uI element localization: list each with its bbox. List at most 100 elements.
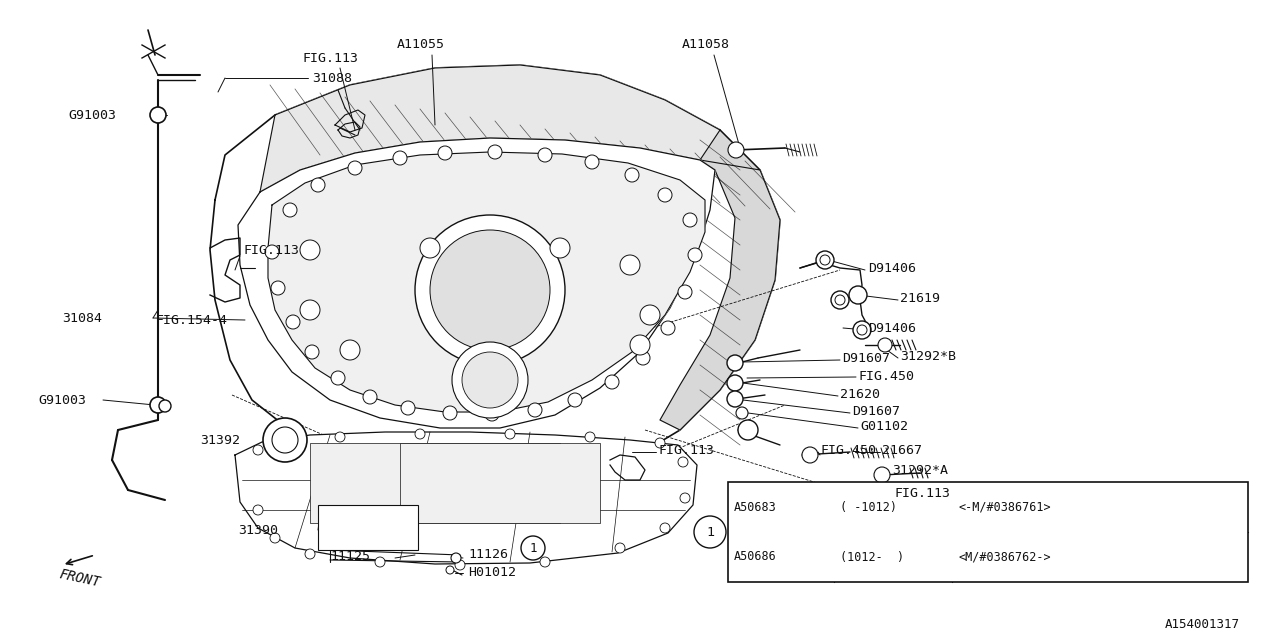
- Circle shape: [835, 295, 845, 305]
- Text: A154001317: A154001317: [1165, 618, 1240, 632]
- Bar: [317, 505, 419, 550]
- Bar: [728, 482, 1248, 582]
- Text: G91003: G91003: [68, 109, 116, 122]
- Circle shape: [625, 168, 639, 182]
- Circle shape: [820, 255, 829, 265]
- Circle shape: [538, 148, 552, 162]
- Circle shape: [605, 375, 620, 389]
- Bar: [310, 443, 561, 523]
- Circle shape: [270, 533, 280, 543]
- Circle shape: [678, 457, 689, 467]
- Text: 31084: 31084: [61, 312, 102, 324]
- Circle shape: [620, 255, 640, 275]
- Circle shape: [150, 397, 166, 413]
- Circle shape: [332, 371, 346, 385]
- Circle shape: [630, 335, 650, 355]
- Circle shape: [858, 325, 867, 335]
- Circle shape: [253, 505, 262, 515]
- Text: 1: 1: [529, 541, 536, 554]
- Polygon shape: [238, 138, 716, 428]
- Text: <M/#0386762->: <M/#0386762->: [957, 550, 1051, 563]
- Bar: [401, 443, 600, 523]
- Text: A50683: A50683: [733, 500, 777, 513]
- Circle shape: [521, 536, 545, 560]
- Text: FIG.113: FIG.113: [658, 444, 714, 456]
- Circle shape: [452, 342, 529, 418]
- Text: FIG.450: FIG.450: [820, 444, 876, 456]
- Circle shape: [585, 155, 599, 169]
- Circle shape: [680, 493, 690, 503]
- Circle shape: [285, 315, 300, 329]
- Circle shape: [658, 188, 672, 202]
- Text: D91607: D91607: [852, 404, 900, 417]
- Circle shape: [485, 407, 499, 421]
- Circle shape: [445, 566, 454, 574]
- Text: 31390: 31390: [238, 524, 278, 536]
- Circle shape: [689, 248, 701, 262]
- Circle shape: [736, 407, 748, 419]
- Circle shape: [870, 487, 886, 503]
- Text: FIG.154-4: FIG.154-4: [155, 314, 227, 326]
- Text: G01102: G01102: [860, 419, 908, 433]
- Circle shape: [585, 432, 595, 442]
- Circle shape: [271, 281, 285, 295]
- Circle shape: [660, 523, 669, 533]
- Text: <-M/#0386761>: <-M/#0386761>: [957, 500, 1051, 513]
- Circle shape: [401, 401, 415, 415]
- Circle shape: [340, 340, 360, 360]
- Circle shape: [803, 447, 818, 463]
- Text: A11055: A11055: [397, 38, 445, 51]
- Circle shape: [285, 438, 294, 448]
- Text: 11125: 11125: [330, 550, 370, 563]
- Text: A50686: A50686: [733, 550, 777, 563]
- Circle shape: [488, 145, 502, 159]
- Circle shape: [283, 203, 297, 217]
- Text: H01012: H01012: [468, 566, 516, 579]
- Circle shape: [739, 420, 758, 440]
- Text: 21620: 21620: [840, 387, 881, 401]
- Circle shape: [684, 213, 698, 227]
- Circle shape: [300, 240, 320, 260]
- Circle shape: [694, 516, 726, 548]
- Text: (1012-  ): (1012- ): [840, 550, 904, 563]
- Polygon shape: [260, 65, 760, 192]
- Text: 31088: 31088: [312, 72, 352, 84]
- Circle shape: [817, 251, 835, 269]
- Circle shape: [159, 400, 172, 412]
- Text: D91607: D91607: [842, 351, 890, 365]
- Circle shape: [300, 300, 320, 320]
- Circle shape: [831, 291, 849, 309]
- Polygon shape: [236, 432, 698, 564]
- Circle shape: [443, 406, 457, 420]
- Circle shape: [415, 215, 564, 365]
- Text: FRONT: FRONT: [58, 567, 102, 589]
- Circle shape: [660, 321, 675, 335]
- Circle shape: [636, 351, 650, 365]
- Circle shape: [529, 403, 541, 417]
- Circle shape: [305, 549, 315, 559]
- Text: 31292*B: 31292*B: [900, 349, 956, 362]
- Circle shape: [415, 429, 425, 439]
- Text: FIG.450: FIG.450: [858, 369, 914, 383]
- Circle shape: [878, 338, 892, 352]
- Circle shape: [874, 467, 890, 483]
- Circle shape: [727, 355, 742, 371]
- Text: D91406: D91406: [868, 321, 916, 335]
- Circle shape: [438, 146, 452, 160]
- Text: FIG.113: FIG.113: [893, 486, 950, 499]
- Text: 31392: 31392: [200, 433, 241, 447]
- Text: 21667: 21667: [882, 444, 922, 456]
- Circle shape: [451, 553, 461, 563]
- Text: 21619: 21619: [900, 291, 940, 305]
- Circle shape: [335, 432, 346, 442]
- Circle shape: [430, 230, 550, 350]
- Circle shape: [678, 285, 692, 299]
- Circle shape: [305, 345, 319, 359]
- Polygon shape: [660, 130, 780, 430]
- Circle shape: [614, 543, 625, 553]
- Text: FIG.113: FIG.113: [302, 51, 358, 65]
- Circle shape: [265, 245, 279, 259]
- Polygon shape: [210, 65, 780, 478]
- Text: FIG.113: FIG.113: [243, 243, 300, 257]
- Circle shape: [462, 352, 518, 408]
